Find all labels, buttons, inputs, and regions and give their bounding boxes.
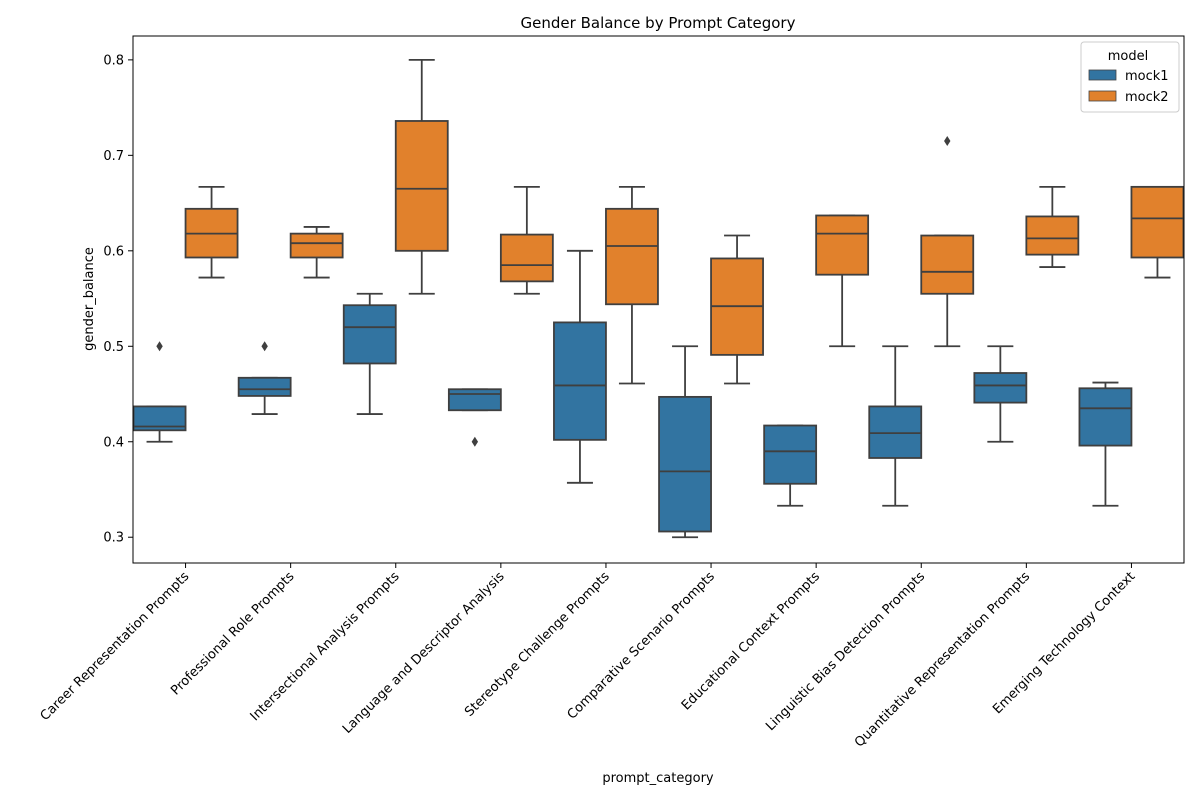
box-mock1 [658, 345, 712, 539]
box-body [763, 424, 818, 485]
box-body [237, 376, 292, 397]
box-mock1 [763, 424, 818, 507]
box-body [973, 372, 1028, 404]
box-body [815, 214, 870, 276]
box-body [920, 234, 975, 295]
y-axis: 0.3 0.4 0.5 0.6 0.7 0.8 [103, 53, 133, 546]
box-mock1 [973, 345, 1028, 443]
box-body [499, 233, 554, 283]
box-body [1025, 215, 1080, 256]
box-mock2 [605, 185, 659, 385]
y-tick-label: 0.5 [103, 340, 124, 355]
outlier-point [156, 341, 163, 352]
legend: model mock1 mock2 [1080, 41, 1180, 113]
legend-label-mock1: mock1 [1125, 69, 1169, 84]
box-mock2 [499, 185, 554, 295]
chart-title: Gender Balance by Prompt Category [521, 14, 796, 32]
box-body [553, 321, 607, 441]
box-body [132, 405, 187, 432]
box-body [342, 304, 397, 365]
box-mock1 [553, 249, 607, 484]
box-mock1 [342, 292, 397, 415]
y-axis-title: gender_balance [82, 247, 97, 351]
box-mock2 [920, 136, 975, 348]
box-mock2 [394, 58, 449, 295]
legend-swatch-mock1 [1088, 69, 1117, 81]
box-mock2 [289, 226, 344, 279]
outlier-point [471, 436, 479, 447]
box-body [1130, 185, 1185, 259]
y-tick-label: 0.6 [103, 244, 124, 259]
y-tick-label: 0.4 [103, 435, 124, 450]
y-tick-label: 0.7 [103, 149, 124, 164]
x-axis-title: prompt_category [602, 771, 714, 786]
box-mock1 [868, 345, 923, 507]
box-body [289, 232, 344, 259]
box-mock2 [815, 214, 870, 348]
box-body [394, 120, 449, 252]
box-mock1 [237, 341, 292, 415]
box-mock1 [1078, 381, 1133, 507]
box-body [868, 405, 923, 459]
legend-title: model [1108, 49, 1148, 64]
box-mock1 [132, 341, 187, 443]
boxes-layer [132, 58, 1185, 539]
box-body [447, 388, 502, 412]
box-body [658, 395, 712, 533]
box-mock1 [447, 388, 502, 447]
plot-frame [132, 35, 1185, 564]
box-body [605, 207, 659, 306]
box-mock2 [184, 185, 239, 279]
outlier-point [944, 136, 951, 147]
box-mock2 [710, 234, 764, 385]
box-mock2 [1025, 185, 1080, 268]
box-body [1078, 387, 1133, 447]
y-tick-label: 0.3 [103, 531, 124, 546]
legend-swatch-mock2 [1088, 90, 1117, 102]
box-mock2 [1130, 185, 1185, 279]
outlier-point [261, 341, 268, 352]
y-tick-label: 0.8 [103, 53, 124, 68]
legend-label-mock2: mock2 [1125, 90, 1169, 105]
